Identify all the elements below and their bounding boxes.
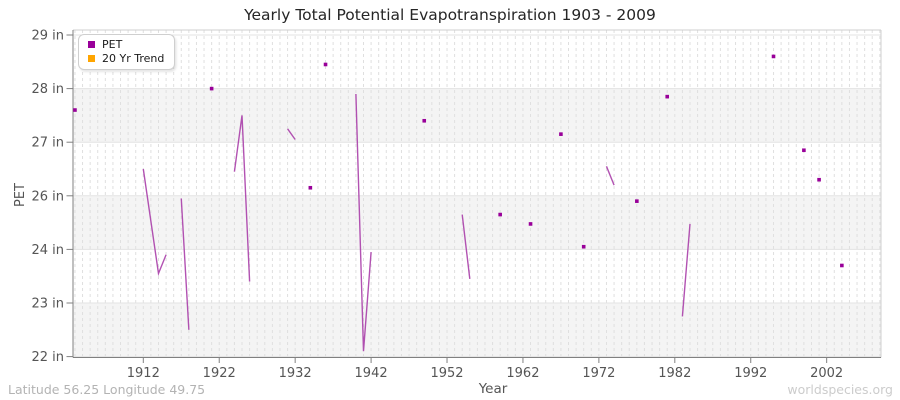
y-tick-label: 23 in <box>31 297 64 312</box>
legend-item-pet: PET <box>88 38 164 52</box>
series-pet <box>73 54 844 352</box>
data-point <box>498 212 502 217</box>
data-point <box>559 132 563 136</box>
data-line-segment <box>605 166 615 186</box>
x-tick-label: 1952 <box>430 366 463 381</box>
y-axis-ticks: 29 in 28 in 27 in 26 in 24 in 23 in 22 in <box>31 29 73 365</box>
data-point <box>323 62 328 67</box>
x-tick-label: 1972 <box>582 366 615 381</box>
data-line-segment <box>180 198 190 330</box>
data-line-segment <box>286 128 296 140</box>
data-point <box>817 177 821 182</box>
y-tick-label: 29 in <box>31 29 64 44</box>
x-tick-label: 1932 <box>279 366 312 381</box>
coordinates-caption: Latitude 56.25 Longitude 49.75 <box>8 382 206 397</box>
y-tick-label: 28 in <box>31 82 64 97</box>
legend-label-trend: 20 Yr Trend <box>102 51 165 65</box>
data-point <box>802 148 806 153</box>
data-point <box>73 108 77 112</box>
x-tick-label: 1992 <box>734 366 767 381</box>
data-line-segment <box>681 223 691 317</box>
chart-title: Yearly Total Potential Evapotranspiratio… <box>244 6 656 24</box>
data-point <box>528 222 533 226</box>
band <box>73 303 881 357</box>
x-tick-label: 1922 <box>203 366 236 381</box>
x-axis-label: Year <box>478 381 508 397</box>
data-point <box>840 263 844 268</box>
data-point <box>308 185 313 190</box>
data-line-segment <box>233 115 251 282</box>
watermark: worldspecies.org <box>787 382 893 397</box>
y-tick-label: 26 in <box>31 189 64 204</box>
x-tick-label: 1942 <box>355 366 388 381</box>
y-axis-label: PET <box>13 183 28 207</box>
data-point <box>422 118 427 123</box>
x-tick-label: 1912 <box>127 366 160 381</box>
legend-item-trend: 20 Yr Trend <box>88 52 164 66</box>
x-tick-label: 1982 <box>658 366 691 381</box>
y-tick-label: 27 in <box>31 136 64 151</box>
data-point <box>635 199 639 203</box>
x-axis-ticks: 1912 1922 1932 1942 1952 1962 1972 1982 1992 2002 <box>127 357 843 381</box>
data-point <box>665 94 670 99</box>
data-point <box>771 54 776 59</box>
y-tick-label: 22 in <box>31 350 64 365</box>
data-line-segment <box>142 168 167 277</box>
data-point <box>209 86 214 91</box>
pet-swatch-icon <box>88 41 95 49</box>
x-tick-label: 1962 <box>506 366 539 381</box>
legend: PET 20 Yr Trend <box>78 34 176 70</box>
data-line-segment <box>461 214 471 279</box>
x-tick-label: 2002 <box>810 366 843 381</box>
data-point <box>581 244 586 249</box>
legend-label-pet: PET <box>102 38 123 52</box>
h-gridlines <box>73 34 881 358</box>
data-line-segment <box>355 93 372 352</box>
trend-swatch-icon <box>88 54 95 62</box>
y-tick-label: 24 in <box>31 243 64 258</box>
